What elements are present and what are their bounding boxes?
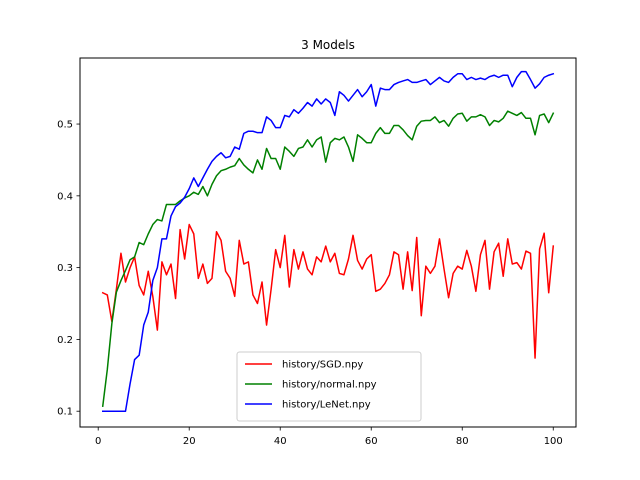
x-axis: 0 20 40 60 80 100 xyxy=(95,427,563,447)
x-tick-label: 60 xyxy=(365,436,378,447)
y-axis: 0.1 0.2 0.3 0.4 0.5 xyxy=(57,120,80,418)
y-tick-label: 0.4 xyxy=(57,191,73,202)
x-tick-label: 0 xyxy=(95,436,101,447)
x-tick-label: 80 xyxy=(456,436,469,447)
series-layer xyxy=(101,70,555,412)
x-tick-label: 100 xyxy=(544,436,563,447)
legend-label-2: history/LeNet.npy xyxy=(282,400,371,411)
plot-frame xyxy=(79,57,577,428)
legend-label-0: history/SGD.npy xyxy=(282,360,363,371)
y-tick-label: 0.5 xyxy=(57,120,73,131)
series-line-1 xyxy=(101,110,555,408)
x-tick-label: 20 xyxy=(183,436,196,447)
legend-label-1: history/normal.npy xyxy=(282,380,377,391)
y-tick-label: 0.2 xyxy=(57,335,73,346)
y-tick-label: 0.3 xyxy=(57,263,73,274)
series-line-2 xyxy=(102,70,555,412)
y-tick-label: 0.1 xyxy=(57,407,73,418)
legend: history/SGD.npy history/normal.npy history… xyxy=(236,351,422,422)
x-tick-label: 40 xyxy=(274,436,287,447)
chart-title: 3 Models xyxy=(301,38,355,52)
series-line-0 xyxy=(101,223,555,359)
legend-box xyxy=(236,351,422,422)
